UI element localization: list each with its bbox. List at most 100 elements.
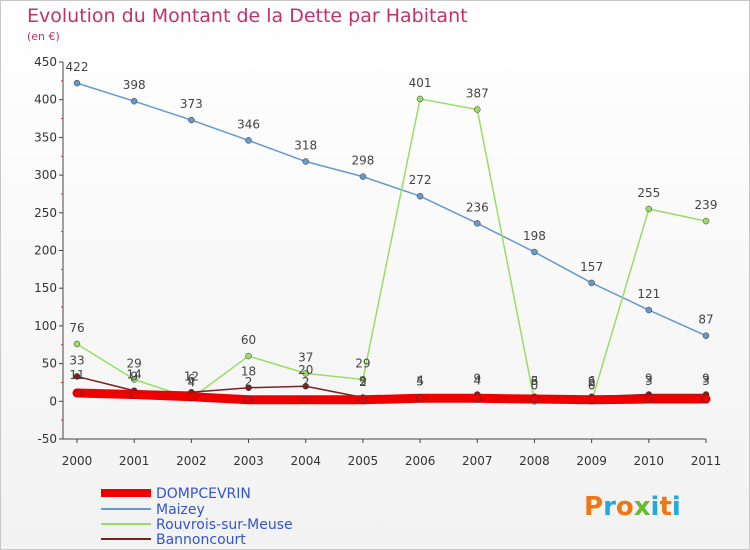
data-point	[473, 394, 482, 403]
chart-title: Evolution du Montant de la Dette par Hab…	[27, 5, 468, 27]
data-label: 157	[580, 260, 603, 274]
data-point	[130, 376, 138, 383]
data-label: 2	[245, 375, 253, 389]
x-tick-label: 2009	[576, 454, 607, 468]
data-point	[73, 79, 81, 87]
y-tick-label: 50	[42, 357, 57, 371]
data-point	[72, 388, 82, 398]
data-label: 3	[702, 374, 710, 388]
x-tick-label: 2010	[634, 454, 665, 468]
series-line	[76, 98, 707, 403]
data-point	[359, 173, 367, 180]
data-point	[645, 205, 653, 213]
legend-label: Rouvrois-sur-Meuse	[156, 517, 293, 533]
data-label: 121	[637, 287, 660, 301]
y-tick-label: 0	[49, 394, 57, 408]
data-label: 76	[69, 321, 84, 335]
y-tick-label: -50	[37, 432, 57, 446]
data-point	[530, 394, 539, 404]
data-point	[245, 352, 252, 360]
data-label: 2	[302, 375, 310, 389]
y-tick-label: 300	[34, 168, 57, 182]
x-tick-label: 2011	[691, 454, 722, 468]
data-label: 33	[69, 353, 84, 367]
data-label: 4	[416, 373, 424, 387]
data-label: 236	[466, 200, 489, 214]
data-point	[130, 97, 138, 105]
y-tick-label: 400	[34, 93, 57, 107]
data-label: 346	[237, 117, 260, 131]
data-label: 87	[698, 313, 713, 327]
data-label: 298	[351, 154, 374, 168]
x-tick-label: 2002	[176, 454, 207, 468]
y-tick-label: 100	[34, 319, 57, 333]
data-point	[244, 395, 253, 405]
x-tick-label: 2006	[405, 454, 436, 468]
data-point	[416, 192, 424, 200]
data-point	[702, 332, 710, 339]
x-tick-label: 2007	[462, 454, 493, 468]
data-label: 401	[409, 76, 432, 90]
x-tick-label: 2001	[119, 454, 150, 468]
data-label: 4	[473, 373, 481, 387]
legend-label: Maizey	[156, 502, 205, 518]
legend-label: Bannoncourt	[156, 532, 246, 548]
data-point	[415, 394, 425, 403]
data-point	[644, 394, 654, 404]
data-label: 9	[645, 372, 653, 386]
data-label: 2	[359, 375, 367, 389]
data-label: 272	[409, 173, 432, 187]
data-label: 398	[123, 78, 146, 92]
data-point	[73, 373, 81, 380]
data-label: 18	[241, 365, 256, 379]
data-label: 422	[66, 60, 89, 74]
data-label: 60	[241, 333, 256, 347]
y-tick-label: 250	[34, 206, 57, 220]
data-label: 37	[298, 350, 313, 364]
data-label: 12	[184, 369, 199, 383]
data-point	[531, 248, 538, 256]
data-point	[301, 395, 310, 405]
data-label: 3	[645, 374, 653, 388]
chart-unit: (en €)	[27, 30, 60, 43]
y-tick-label: 350	[34, 130, 57, 144]
data-label: 6	[588, 374, 596, 388]
data-label: 0	[531, 378, 539, 392]
series-line	[72, 388, 711, 405]
data-point	[416, 95, 424, 103]
data-label: 0	[588, 378, 596, 392]
data-label: 9	[130, 370, 138, 384]
y-tick-label: 200	[34, 244, 57, 258]
data-label: 29	[127, 356, 142, 370]
x-tick-label: 2005	[348, 454, 379, 468]
data-label: 29	[355, 356, 370, 370]
data-point	[359, 376, 367, 383]
y-tick-label: 450	[34, 55, 57, 69]
data-point	[701, 394, 711, 404]
data-point	[245, 384, 252, 391]
data-label: 9	[473, 372, 481, 386]
data-point	[245, 137, 252, 144]
data-point	[358, 395, 368, 405]
proxiti-logo: Proxiti	[584, 492, 681, 522]
legend-label: DOMPCEVRIN	[156, 486, 251, 502]
data-point	[587, 395, 596, 405]
data-label: 5	[416, 375, 424, 389]
series-line	[76, 82, 707, 337]
data-label: 239	[695, 198, 718, 212]
data-label: 2	[588, 375, 596, 389]
x-tick-label: 2003	[233, 454, 264, 468]
data-point	[474, 220, 481, 227]
data-label: 4	[188, 375, 196, 389]
x-tick-label: 2004	[290, 454, 321, 468]
data-label: 14	[127, 368, 142, 382]
data-label: 387	[466, 87, 489, 101]
y-tick-label: 150	[34, 281, 57, 295]
data-point	[702, 217, 710, 225]
data-label: 11	[69, 368, 84, 382]
data-label: 9	[702, 372, 710, 386]
data-point	[588, 279, 595, 287]
data-point	[188, 116, 195, 124]
